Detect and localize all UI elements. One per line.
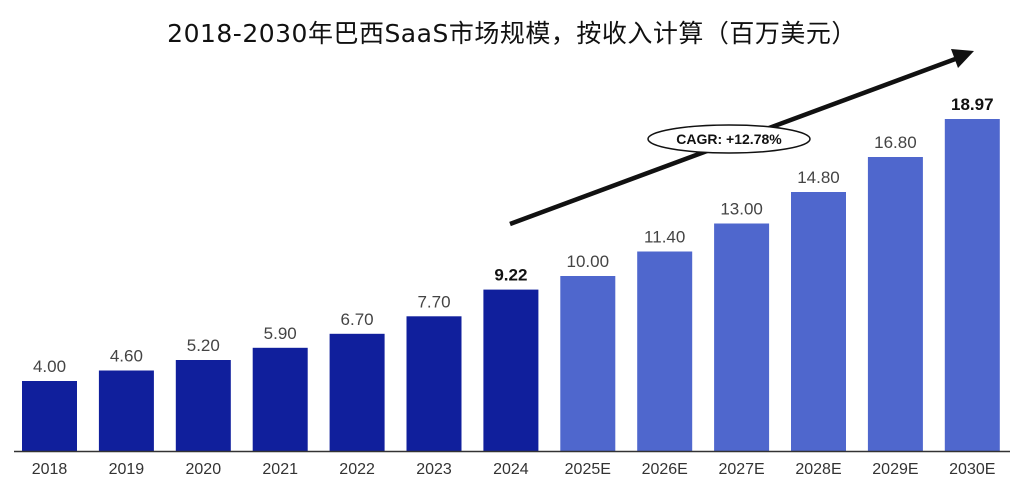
bar-2026e <box>637 251 693 451</box>
bars-layer <box>22 119 1000 452</box>
tick-label-2025e: 2025E <box>565 461 611 478</box>
value-label-2029e: 16.80 <box>874 133 917 152</box>
bar-2022 <box>329 333 385 452</box>
bar-2024 <box>483 289 539 451</box>
tick-label-2018: 2018 <box>32 461 68 478</box>
tick-labels-layer: 2018 2019 2020 2021 2022 2023 2024 2025E 2026E 20… <box>32 461 996 478</box>
tick-label-2023: 2023 <box>416 461 452 478</box>
chart-title: 2018-2030年巴西SaaS市场规模，按收入计算（百万美元） <box>167 19 857 48</box>
bar-2029e <box>867 157 923 451</box>
value-label-2030e: 18.97 <box>951 95 994 114</box>
value-label-2018: 4.00 <box>33 357 66 376</box>
tick-label-2021: 2021 <box>262 461 298 478</box>
trend-arrow-head <box>951 49 974 68</box>
tick-label-2026e: 2026E <box>642 461 688 478</box>
bar-2028e <box>791 192 846 451</box>
tick-label-2029e: 2029E <box>872 461 918 478</box>
tick-label-2024: 2024 <box>493 461 529 478</box>
cagr-annotation: CAGR: +12.78% <box>509 49 974 227</box>
cagr-label: CAGR: +12.78% <box>676 131 782 147</box>
value-label-2020: 5.20 <box>187 336 220 355</box>
tick-label-2030e: 2030E <box>949 461 995 478</box>
value-label-2024: 9.22 <box>494 266 527 285</box>
bar-2019 <box>98 370 154 451</box>
value-label-2022: 6.70 <box>341 310 374 329</box>
bar-2018 <box>22 381 77 451</box>
value-label-2021: 5.90 <box>264 324 297 343</box>
value-label-2025e: 10.00 <box>567 252 610 271</box>
value-label-2026e: 11.40 <box>644 228 685 247</box>
cagr-ellipse <box>647 124 811 154</box>
tick-label-2022: 2022 <box>339 461 375 478</box>
bar-2030e <box>944 119 1000 451</box>
tick-label-2027e: 2027E <box>718 461 764 478</box>
tick-label-2019: 2019 <box>109 461 145 478</box>
bar-2027e <box>714 223 770 451</box>
value-label-2027e: 13.00 <box>720 200 763 219</box>
value-label-2023: 7.70 <box>417 292 450 311</box>
bar-2021 <box>252 347 308 452</box>
tick-label-2028e: 2028E <box>795 461 841 478</box>
bar-2023 <box>406 316 462 452</box>
bar-2020 <box>175 360 231 451</box>
tick-label-2020: 2020 <box>186 461 222 478</box>
bar-2025e <box>560 276 616 451</box>
value-label-2028e: 14.80 <box>797 168 840 187</box>
value-label-2019: 4.60 <box>110 347 143 366</box>
value-labels-layer: 4.00 4.60 5.20 5.90 6.70 7.70 9.22 10.00 11.40 13… <box>33 95 994 376</box>
